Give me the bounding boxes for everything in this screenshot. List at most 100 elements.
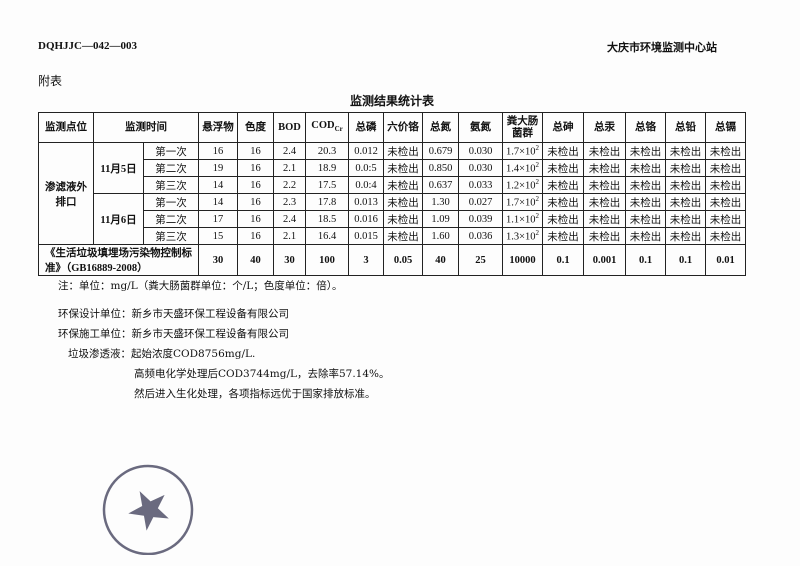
value-cell: 16 (237, 210, 274, 228)
value-cell: 1.09 (422, 210, 459, 228)
value-cell: 0.679 (422, 142, 459, 160)
value-cell: 未检出 (665, 159, 706, 177)
value-cell: 16 (198, 142, 238, 160)
value-cell: 0.015 (348, 227, 384, 245)
leachate-line-1: 垃圾渗透液：起始浓度COD8756mg/L. (68, 348, 256, 360)
standard-value: 10000 (502, 244, 543, 276)
table-row: 渗滤液外排口 11月5日 第一次 16 16 2.4 20.3 0.012 未检出 0.679 0.… (38, 142, 746, 245)
value-cell: 0.030 (458, 142, 503, 160)
value-cell: 17.5 (305, 176, 349, 194)
standard-value: 0.05 (383, 244, 423, 276)
value-cell: 未检出 (625, 176, 666, 194)
col-hg: 总汞 (583, 112, 626, 143)
standard-value: 0.1 (625, 244, 666, 276)
value-cell: 1.2×102 (502, 176, 543, 194)
value-cell: 未检出 (542, 227, 584, 245)
value-cell: 未检出 (665, 193, 706, 211)
value-cell: 未检出 (705, 193, 746, 211)
value-cell: 2.2 (273, 176, 306, 194)
value-cell: 0.033 (458, 176, 503, 194)
col-cr: 总铬 (625, 112, 666, 143)
value-cell: 未检出 (383, 210, 423, 228)
value-cell: 未检出 (625, 227, 666, 245)
value-cell: 未检出 (665, 210, 706, 228)
value-cell: 0.016 (348, 210, 384, 228)
value-cell: 未检出 (383, 142, 423, 160)
date-cell: 11月6日 (93, 193, 144, 245)
standard-value: 0.1 (665, 244, 706, 276)
design-unit: 环保设计单位：新乡市天盛环保工程设备有限公司 (58, 308, 289, 320)
value-cell: 0.036 (458, 227, 503, 245)
organization-name: 大庆市环境监测中心站 (607, 41, 717, 54)
col-color: 色度 (237, 112, 274, 143)
table-row: 第二次 19 16 2.1 18.9 0.0:5 未检出 0.850 0.030 1.4×102 未… (39, 159, 746, 177)
col-tn: 总氮 (422, 112, 459, 143)
value-cell: 未检出 (583, 210, 626, 228)
appendix-label: 附表 (38, 74, 63, 88)
value-cell: 未检出 (705, 142, 746, 160)
value-cell: 1.7×102 (502, 193, 543, 211)
value-cell: 0.013 (348, 193, 384, 211)
standard-value: 3 (348, 244, 384, 276)
standard-row: 《生活垃圾填埋场污染物控制标准》（GB16889-2008） 30 40 30 100 3… (38, 244, 746, 276)
run-cell: 第三次 (143, 176, 199, 194)
value-cell: 未检出 (665, 176, 706, 194)
value-cell: 未检出 (583, 159, 626, 177)
value-cell: 2.1 (273, 227, 306, 245)
col-cod: CODCr (305, 112, 349, 143)
results-table: 监测点位 监测时间 悬浮物 色度 BOD CODCr 总磷 六价铬 总氮 氨氮 … (38, 112, 746, 276)
leachate-line-3: 然后进入生化处理，各项指标远优于国家排放标准。 (134, 388, 376, 400)
value-cell: 未检出 (542, 193, 584, 211)
value-cell: 未检出 (705, 159, 746, 177)
value-cell: 0.637 (422, 176, 459, 194)
date-cell: 11月5日 (93, 142, 144, 194)
value-cell: 未检出 (705, 210, 746, 228)
value-cell: 未检出 (383, 227, 423, 245)
col-tp: 总磷 (348, 112, 384, 143)
table-row: 11月6日 第一次 14 16 2.3 17.8 0.013 未检出 1.30 0.027 1.7×… (39, 193, 746, 245)
value-cell: 16 (237, 142, 274, 160)
value-cell: 未检出 (542, 210, 584, 228)
value-cell: 15 (198, 227, 238, 245)
standard-label: 《生活垃圾填埋场污染物控制标准》（GB16889-2008） (38, 244, 199, 276)
value-cell: 18.5 (305, 210, 349, 228)
standard-value: 40 (422, 244, 459, 276)
value-cell: 16 (237, 159, 274, 177)
value-cell: 1.7×102 (502, 142, 543, 160)
value-cell: 未检出 (625, 210, 666, 228)
standard-value: 0.01 (705, 244, 746, 276)
value-cell: 未检出 (583, 193, 626, 211)
value-cell: 未检出 (705, 176, 746, 194)
value-cell: 未检出 (583, 227, 626, 245)
official-stamp (102, 464, 194, 555)
col-ss: 悬浮物 (198, 112, 238, 143)
table-row: 第三次 15 16 2.1 16.4 0.015 未检出 1.60 0.036 1.3×102 未检… (39, 227, 746, 245)
value-cell: 1.60 (422, 227, 459, 245)
value-cell: 未检出 (665, 227, 706, 245)
standard-value: 25 (458, 244, 503, 276)
standard-value: 0.1 (542, 244, 584, 276)
construction-unit: 环保施工单位：新乡市天盛环保工程设备有限公司 (58, 328, 289, 340)
table-header-row: 监测点位 监测时间 悬浮物 色度 BOD CODCr 总磷 六价铬 总氮 氨氮 … (38, 112, 746, 143)
value-cell: 2.1 (273, 159, 306, 177)
col-site: 监测点位 (38, 112, 94, 143)
standard-value: 30 (198, 244, 238, 276)
value-cell: 18.9 (305, 159, 349, 177)
unit-note: 注：单位：mg/L（粪大肠菌群单位：个/L；色度单位：倍）。 (58, 280, 343, 292)
standard-value: 0.001 (583, 244, 626, 276)
col-pb: 总铅 (665, 112, 706, 143)
value-cell: 16 (237, 176, 274, 194)
col-as: 总砷 (542, 112, 584, 143)
value-cell: 14 (198, 193, 238, 211)
standard-value: 40 (237, 244, 274, 276)
value-cell: 1.1×102 (502, 210, 543, 228)
value-cell: 未检出 (705, 227, 746, 245)
value-cell: 16 (237, 193, 274, 211)
col-bod: BOD (273, 112, 306, 143)
value-cell: 0.027 (458, 193, 503, 211)
standard-value: 100 (305, 244, 349, 276)
run-cell: 第三次 (143, 227, 199, 245)
run-cell: 第二次 (143, 210, 199, 228)
value-cell: 1.3×102 (502, 227, 543, 245)
table-row: 第二次 17 16 2.4 18.5 0.016 未检出 1.09 0.039 1.1×102 未检… (39, 210, 746, 228)
